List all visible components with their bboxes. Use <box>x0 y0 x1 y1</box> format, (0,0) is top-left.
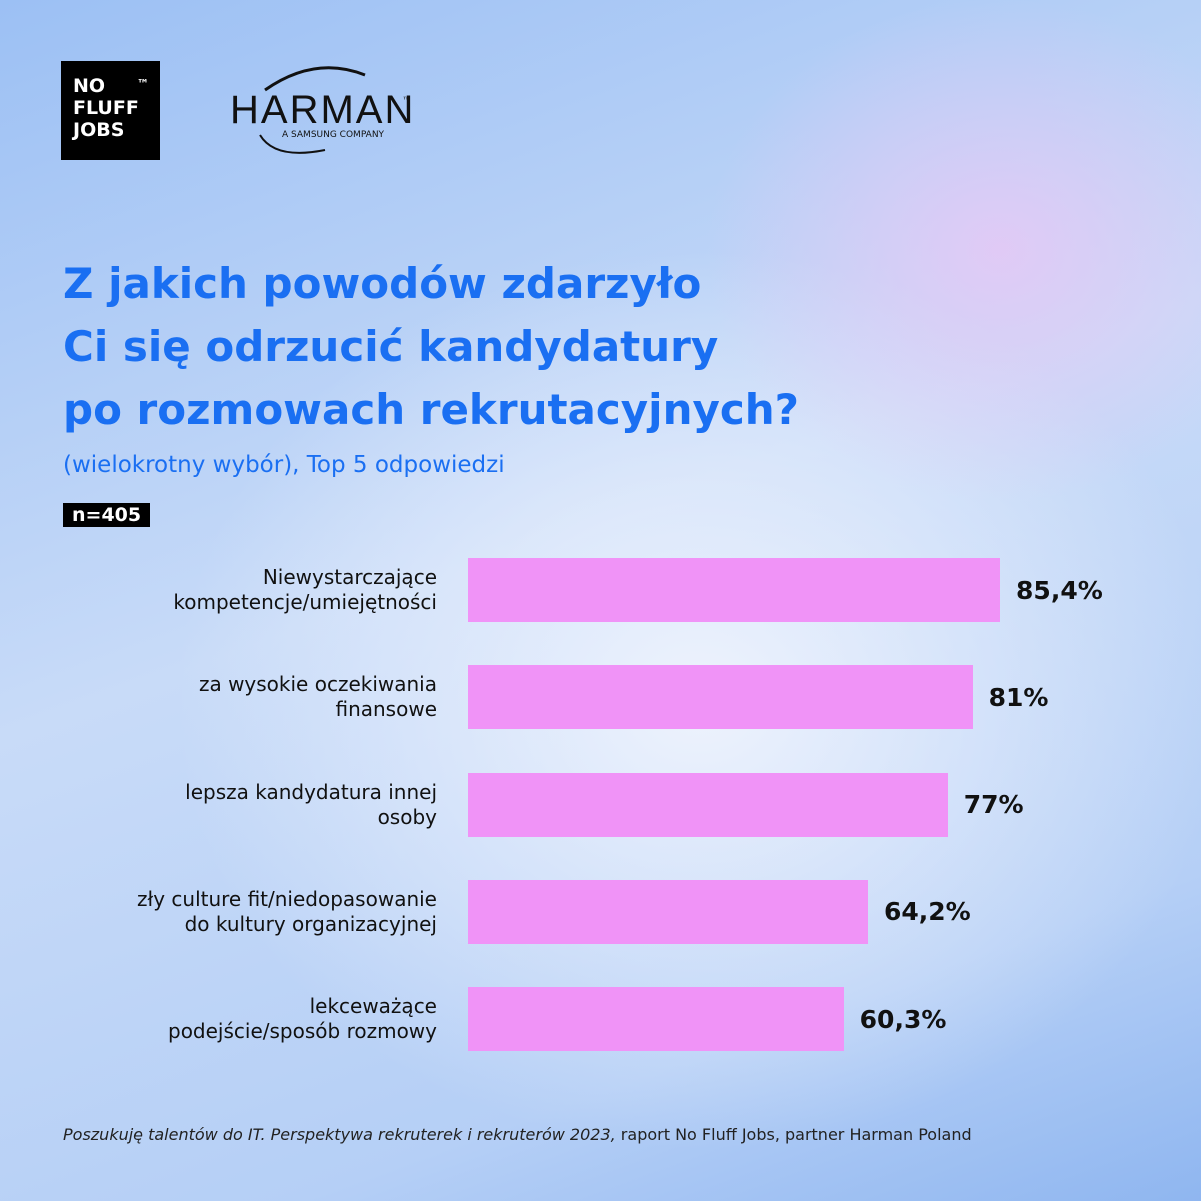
value-label: 85,4% <box>1016 575 1103 605</box>
logo-tm: ™ <box>137 77 149 91</box>
partner-swoosh <box>259 66 366 154</box>
category-label: Niewystarczające kompetencje/umiejętnośc… <box>173 565 437 614</box>
source: Poszukuję talentów do IT. Perspektywa re… <box>63 1125 972 1144</box>
chart-title: Z jakich powodów zdarzyło Ci się odrzuci… <box>63 259 800 434</box>
category-label: zły culture fit/niedopasowanie do kultur… <box>137 886 437 936</box>
logo-text: NO FLUFF JOBS <box>73 75 139 141</box>
logo: NO FLUFF JOBS ™ <box>61 61 160 160</box>
value-label: 81% <box>988 682 1049 712</box>
source-rest: raport No Fluff Jobs, partner Harman Pol… <box>615 1125 972 1144</box>
value-label: 64,2% <box>883 897 971 927</box>
bar <box>468 772 948 837</box>
bar <box>468 879 868 944</box>
chart-subtitle: (wielokrotny wybór), Top 5 odpowiedzi <box>63 452 505 478</box>
partner-sub: A SAMSUNG COMPANY <box>282 130 385 140</box>
partner-tm: ™ <box>402 96 412 107</box>
category-label: lepsza kandydatura innej osoby <box>185 779 437 829</box>
partner-name: HARMAN <box>230 88 416 132</box>
category-label: za wysokie oczekiwania finansowe <box>198 672 437 722</box>
value-label: 77% <box>963 790 1024 820</box>
category-label: lekceważące podejście/sposób rozmowy <box>168 994 437 1044</box>
source-title: Poszukuję talentów do IT. Perspektywa re… <box>63 1125 616 1144</box>
value-label: 60,3% <box>859 1004 947 1034</box>
sample-size: n=405 <box>63 503 151 527</box>
bar <box>468 987 844 1052</box>
bar <box>468 558 1001 622</box>
bar <box>468 665 973 730</box>
